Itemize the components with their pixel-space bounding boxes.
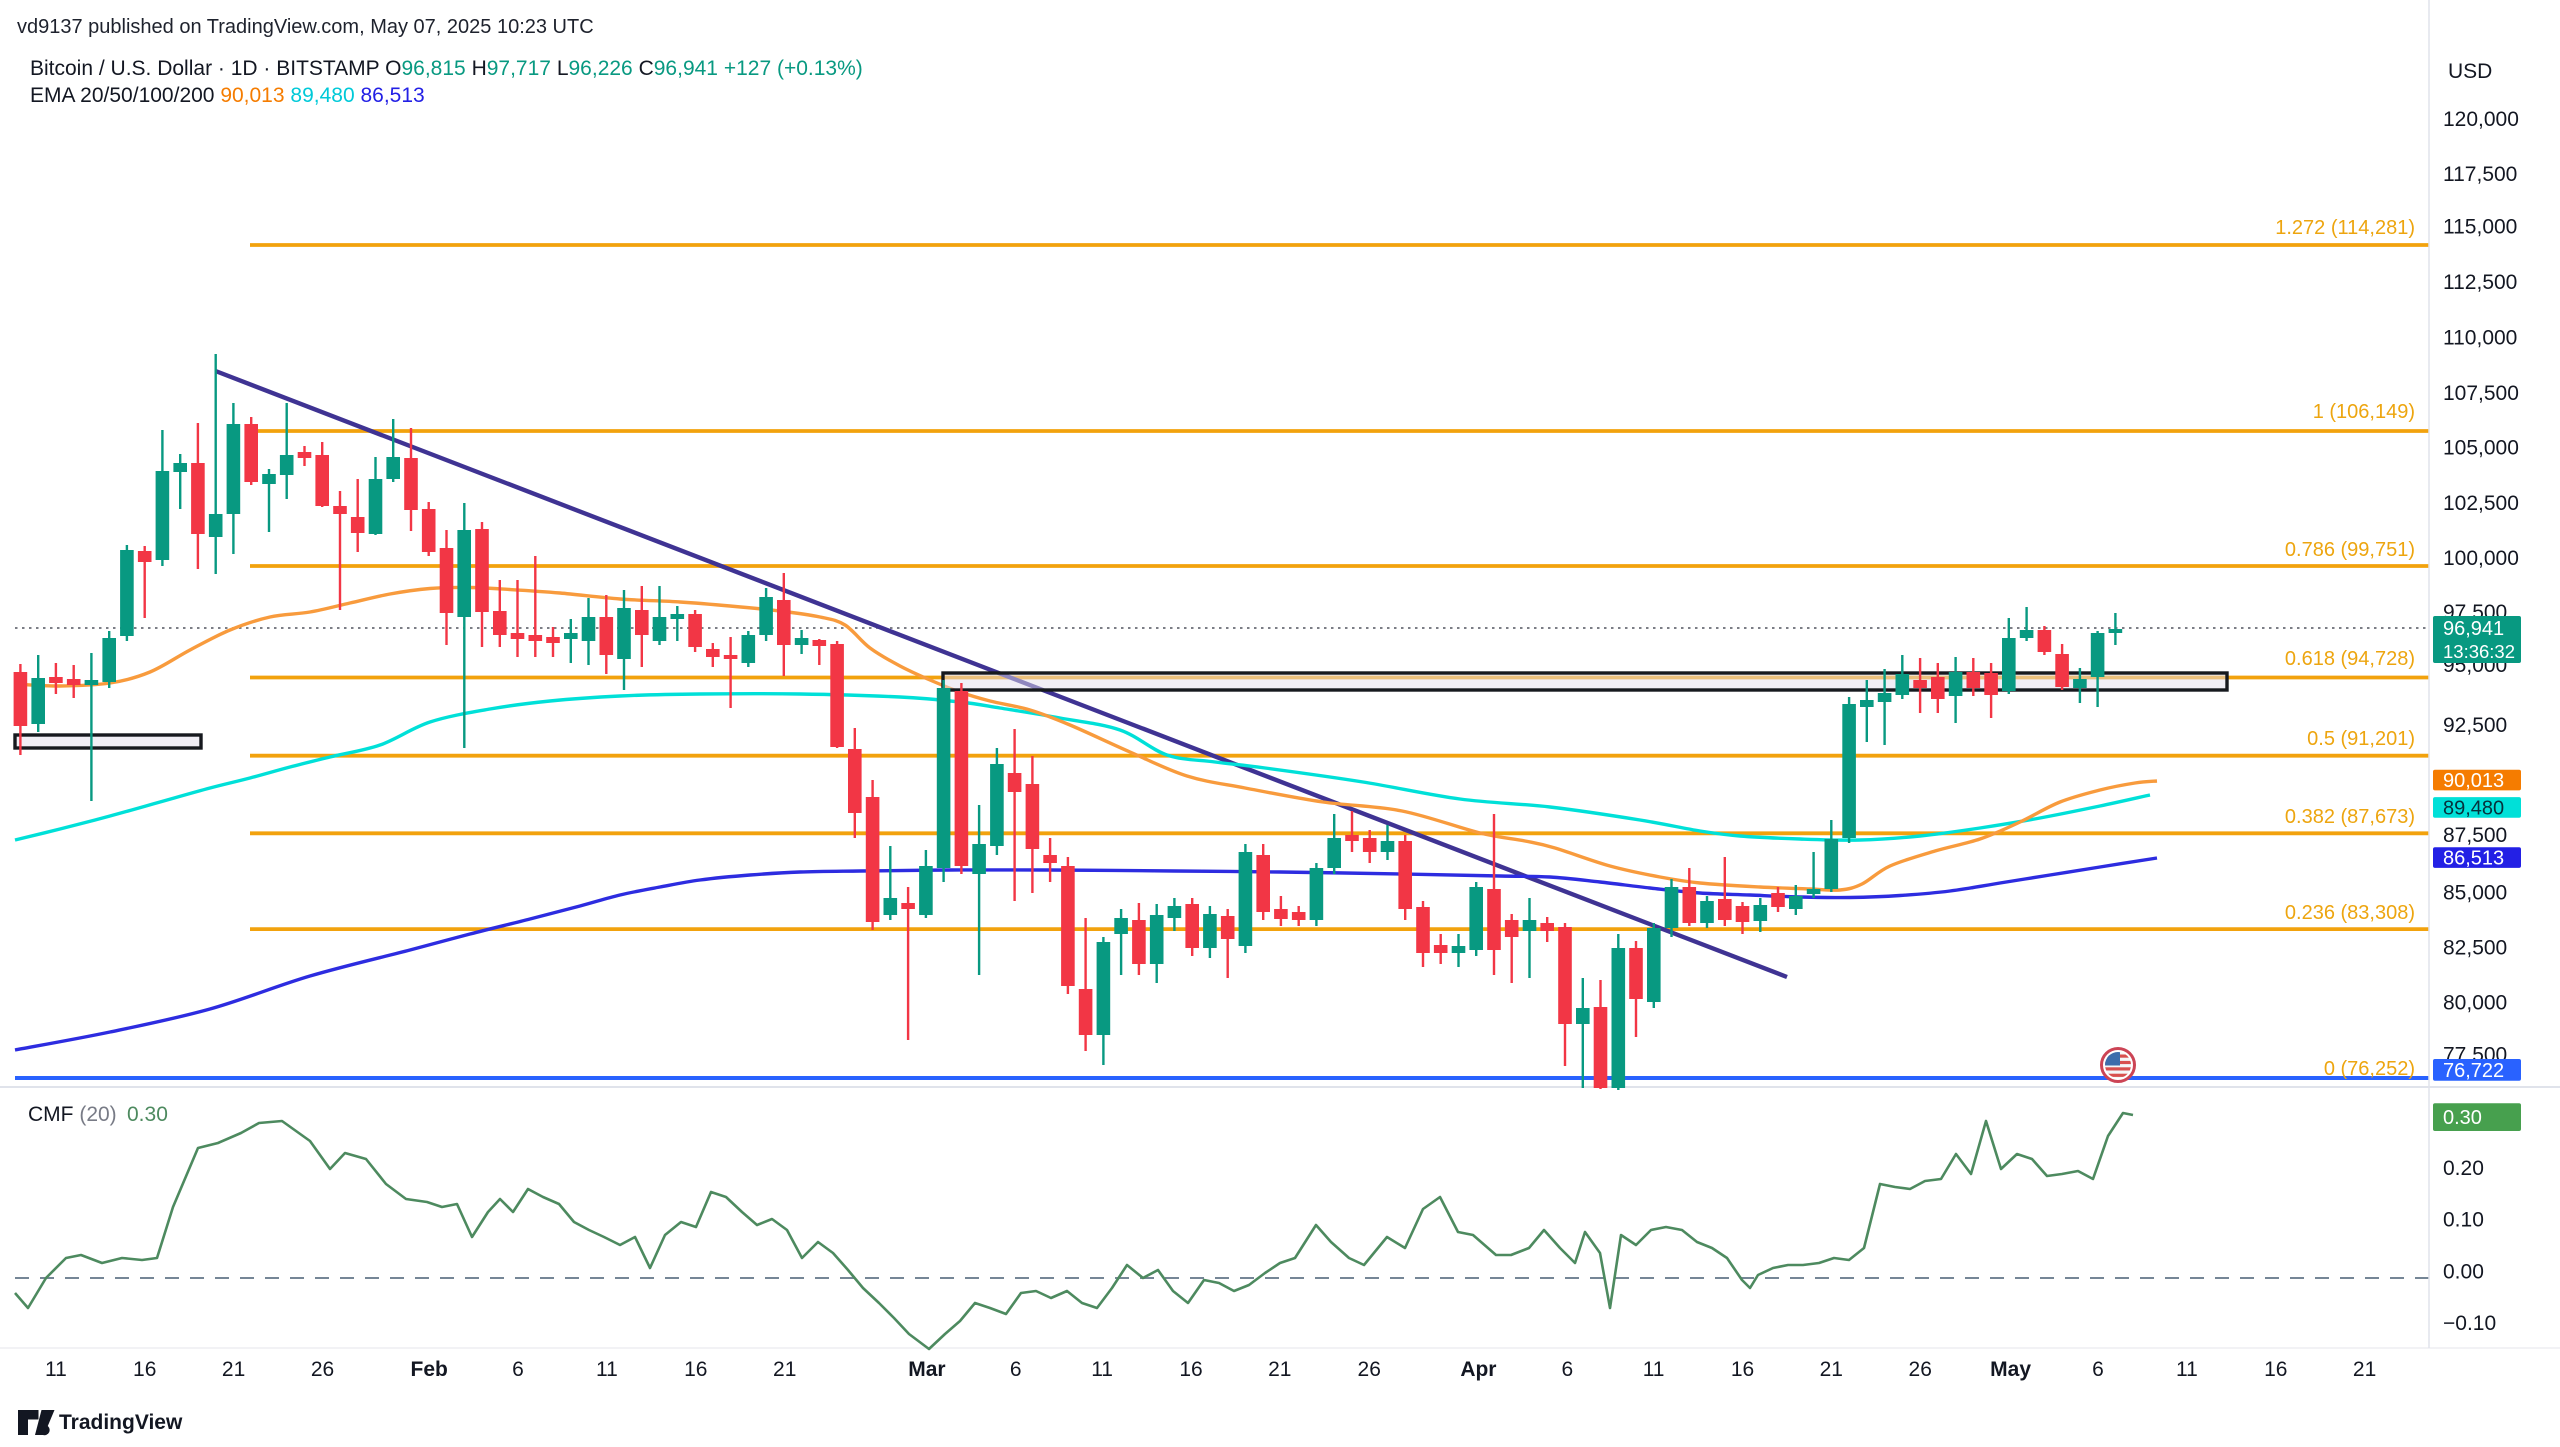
svg-text:110,000: 110,000 [2443,326,2517,349]
svg-text:89,480: 89,480 [2443,798,2504,820]
svg-text:−0.10: −0.10 [2443,1312,2496,1335]
svg-text:105,000: 105,000 [2443,437,2519,460]
svg-text:21: 21 [773,1358,796,1381]
svg-text:26: 26 [311,1358,334,1381]
svg-text:21: 21 [1820,1358,1843,1381]
svg-text:115,000: 115,000 [2443,216,2517,239]
svg-text:82,500: 82,500 [2443,936,2507,959]
svg-text:85,000: 85,000 [2443,882,2507,905]
svg-text:1.272 (114,281): 1.272 (114,281) [2275,217,2415,239]
svg-text:0.20: 0.20 [2443,1157,2484,1180]
svg-text:11: 11 [596,1358,618,1381]
svg-text:80,000: 80,000 [2443,992,2507,1015]
svg-text:86,513: 86,513 [2443,848,2504,870]
svg-text:0.30: 0.30 [2443,1107,2482,1129]
svg-text:13:36:32: 13:36:32 [2443,641,2515,662]
svg-text:Apr: Apr [1460,1358,1496,1381]
svg-text:0.786 (99,751): 0.786 (99,751) [2285,539,2415,561]
svg-text:0.10: 0.10 [2443,1209,2484,1232]
svg-text:6: 6 [1010,1358,1022,1381]
svg-text:87,500: 87,500 [2443,824,2507,847]
svg-text:16: 16 [2264,1358,2287,1381]
svg-text:11: 11 [45,1358,67,1381]
svg-text:11: 11 [1643,1358,1665,1381]
svg-text:90,013: 90,013 [2443,770,2504,792]
svg-text:26: 26 [1358,1358,1381,1381]
svg-text:21: 21 [1268,1358,1291,1381]
svg-text:112,500: 112,500 [2443,271,2517,294]
svg-text:21: 21 [2353,1358,2376,1381]
svg-text:6: 6 [2092,1358,2104,1381]
svg-text:USD: USD [2448,60,2492,83]
svg-text:107,500: 107,500 [2443,382,2519,405]
svg-text:0.5 (91,201): 0.5 (91,201) [2307,728,2415,750]
svg-text:21: 21 [222,1358,245,1381]
svg-text:117,500: 117,500 [2443,163,2517,186]
svg-text:0.236 (83,308): 0.236 (83,308) [2285,902,2415,924]
svg-text:0.30: 0.30 [127,1103,168,1126]
svg-text:6: 6 [512,1358,524,1381]
svg-text:May: May [1990,1358,2031,1381]
svg-text:26: 26 [1909,1358,1932,1381]
svg-text:Mar: Mar [908,1358,945,1381]
svg-text:16: 16 [1179,1358,1202,1381]
svg-text:0.618 (94,728): 0.618 (94,728) [2285,648,2415,670]
svg-text:16: 16 [1731,1358,1754,1381]
svg-text:11: 11 [1091,1358,1113,1381]
svg-text:Bitcoin / U.S. Dollar · 1D · B: Bitcoin / U.S. Dollar · 1D · BITSTAMP O9… [30,57,863,80]
svg-text:16: 16 [133,1358,156,1381]
svg-text:0.382 (87,673): 0.382 (87,673) [2285,806,2415,828]
svg-text:102,500: 102,500 [2443,492,2519,515]
svg-text:120,000: 120,000 [2443,108,2519,131]
svg-text:92,500: 92,500 [2443,714,2507,737]
svg-text:EMA 20/50/100/200 90,013 89,: EMA 20/50/100/200 90,013 89,480 86,513 [30,84,425,107]
svg-text:CMF (20): CMF (20) [28,1103,117,1126]
svg-text:76,722: 76,722 [2443,1060,2504,1082]
svg-text:1 (106,149): 1 (106,149) [2313,401,2415,423]
svg-text:vd9137 published on TradingVie: vd9137 published on TradingView.com, May… [17,16,594,38]
svg-text:0.00: 0.00 [2443,1260,2484,1283]
svg-text:16: 16 [684,1358,707,1381]
svg-text:0 (76,252): 0 (76,252) [2324,1058,2415,1080]
svg-text:Feb: Feb [411,1358,448,1381]
svg-text:6: 6 [1561,1358,1573,1381]
svg-text:96,941: 96,941 [2443,618,2504,640]
svg-text:11: 11 [2176,1358,2198,1381]
svg-text:100,000: 100,000 [2443,547,2519,570]
svg-text:TradingView: TradingView [59,1411,183,1434]
